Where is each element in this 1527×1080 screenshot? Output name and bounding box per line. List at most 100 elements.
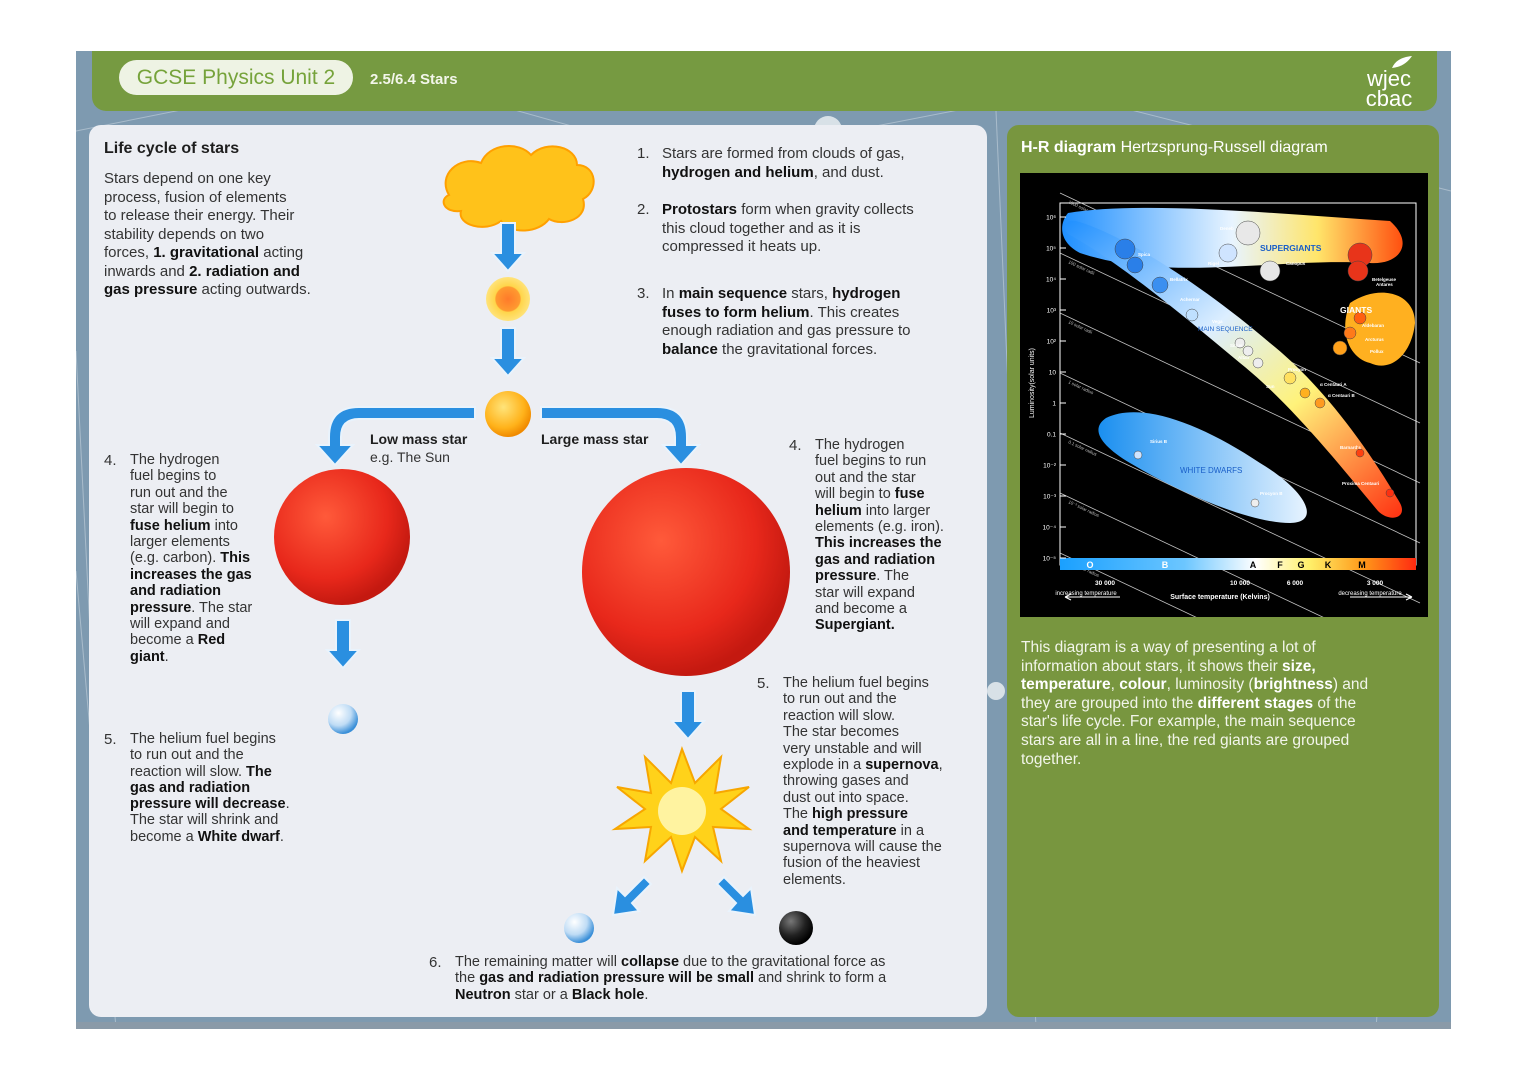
bold-text: Protostars xyxy=(662,201,738,218)
text-run: . xyxy=(279,828,284,845)
text-run: The star becomes xyxy=(783,724,900,741)
hr-star-marker xyxy=(1133,450,1143,460)
bold-text: brightness xyxy=(1253,676,1333,694)
supergiants-label: SUPERGIANTS xyxy=(1260,243,1322,253)
text-run: they are grouped into the xyxy=(1021,694,1198,712)
text-run: acting xyxy=(259,244,304,261)
decreasing-temperature-label: decreasing temperature xyxy=(1338,591,1402,597)
hr-title-bold: H-R diagram xyxy=(1021,139,1117,156)
text-run: together. xyxy=(1021,750,1082,768)
text-run: elements. xyxy=(783,871,846,888)
low-mass-example: e.g. The Sun xyxy=(370,449,450,465)
life-cycle-panel: Life cycle of stars Stars depend on one … xyxy=(89,125,987,1017)
hr-star-name: Sirius xyxy=(1230,343,1243,348)
text-run: this cloud together and as it is xyxy=(662,219,861,237)
text-run: very unstable and will xyxy=(783,740,922,757)
bold-text: gas pressure xyxy=(104,281,198,298)
bold-text: helium xyxy=(815,502,862,519)
bold-text: hydrogen and helium xyxy=(662,163,814,181)
step-number: 5. xyxy=(104,731,117,748)
increasing-temperature-label: increasing temperature xyxy=(1055,591,1117,597)
text-run: become a xyxy=(130,828,198,845)
text-run: to release their energy. Their xyxy=(104,207,295,224)
text-run: and shrink to form a xyxy=(753,970,887,987)
hr-star-name: Proxima Centauri xyxy=(1342,481,1379,486)
hr-star-name: Vega xyxy=(1212,319,1223,324)
black-hole xyxy=(779,911,813,945)
left-arrow-icon xyxy=(1064,593,1120,601)
y-tick-label: 10² xyxy=(1047,339,1057,346)
text-run: . xyxy=(164,648,169,665)
low-mass-step4-text: The hydrogen fuel begins to run out and th… xyxy=(130,452,280,665)
text-run: fuel begins to run xyxy=(815,453,927,470)
text-run: The hydrogen xyxy=(130,452,220,468)
logo-cbac: cbac xyxy=(1365,86,1413,111)
bold-text: fuses to form helium xyxy=(662,303,810,321)
y-axis-label: Luminosity(solar units) xyxy=(1029,348,1036,418)
bold-text: Black hole xyxy=(571,986,645,1003)
panel-heading: Life cycle of stars xyxy=(104,140,240,157)
spectral-class-label: O xyxy=(1086,560,1093,570)
x-tick-label: 3 000 xyxy=(1367,580,1384,587)
step-number: 5. xyxy=(757,675,770,692)
bold-text: Neutron xyxy=(455,986,511,1003)
hr-star-marker xyxy=(1218,243,1238,263)
text-run: , luminosity ( xyxy=(1166,676,1254,694)
bold-text: gas and radiation xyxy=(130,779,251,796)
hr-star-name: Betelgeuse xyxy=(1372,277,1397,282)
hr-star-marker xyxy=(1234,337,1246,349)
text-run: compressed it heats up. xyxy=(662,238,822,255)
y-tick-label: 10⁻³ xyxy=(1043,494,1057,501)
step-number: 2. xyxy=(637,201,650,218)
protostar xyxy=(486,277,530,321)
hr-star-marker xyxy=(1355,448,1365,458)
radius-line xyxy=(1059,432,1421,604)
hr-description: This diagram is a way of presenting a lo… xyxy=(1021,639,1425,769)
text-run: , xyxy=(1110,676,1120,694)
bold-text: pressure xyxy=(815,568,877,585)
y-tick-label: 10⁴ xyxy=(1046,277,1056,284)
text-run: The star will shrink and xyxy=(130,812,279,829)
hr-star-name: Aldebaran xyxy=(1362,323,1384,328)
text-run: stability depends on two xyxy=(104,225,265,243)
x-tick-label: 30 000 xyxy=(1095,580,1115,587)
text-run: The remaining matter will xyxy=(455,954,621,970)
large-mass-step5-text: The helium fuel begins to run out and the… xyxy=(783,675,983,888)
hr-diagram: 1000 solar radii 100 solar radii 10 solar … xyxy=(1020,173,1428,617)
neutron-star xyxy=(564,913,594,943)
main-sequence-star xyxy=(485,391,531,437)
white-dwarf xyxy=(328,704,358,734)
wjec-logo: wjec cbac xyxy=(1354,55,1424,111)
x-axis-label: Surface temperature (Kelvins) xyxy=(1170,594,1270,601)
hr-star-name: Canopus xyxy=(1286,261,1306,266)
radius-line xyxy=(1059,492,1324,617)
text-run: to run out and the xyxy=(783,691,897,708)
hr-star-marker xyxy=(1252,357,1264,369)
hr-star-name: Barnard's xyxy=(1340,445,1361,450)
text-run: the xyxy=(455,970,480,987)
supergiant xyxy=(582,468,790,676)
leaf-icon xyxy=(1392,56,1412,68)
logo-wjec: wjec xyxy=(1366,66,1411,91)
bold-text: The xyxy=(246,763,272,780)
text-run: form when gravity collects xyxy=(737,201,914,218)
hr-diagram-panel: H-R diagram Hertzsprung-Russell diagram xyxy=(1007,125,1439,1017)
hr-star-name: α Centauri A xyxy=(1320,382,1347,387)
text-run: into xyxy=(210,517,238,534)
text-run: of the xyxy=(1313,694,1357,712)
spectral-colour-bar xyxy=(1060,558,1416,570)
bold-text: giant xyxy=(130,648,165,665)
supernova-icon xyxy=(611,745,753,875)
text-run: ) and xyxy=(1332,676,1369,694)
text-run: reaction will slow. xyxy=(783,707,896,724)
text-run: throwing gases and xyxy=(783,773,909,790)
hr-star-name: Procyon xyxy=(1288,367,1306,372)
spectral-class-label: F xyxy=(1277,560,1283,570)
bold-text: hydrogen xyxy=(832,285,901,302)
step6-text: The remaining matter will collapse due t… xyxy=(455,954,985,1003)
text-run: will begin to xyxy=(815,486,895,503)
y-tick-label: 10⁻² xyxy=(1043,463,1057,470)
supergiants-region xyxy=(1062,207,1403,268)
hr-star-marker xyxy=(1299,387,1311,399)
